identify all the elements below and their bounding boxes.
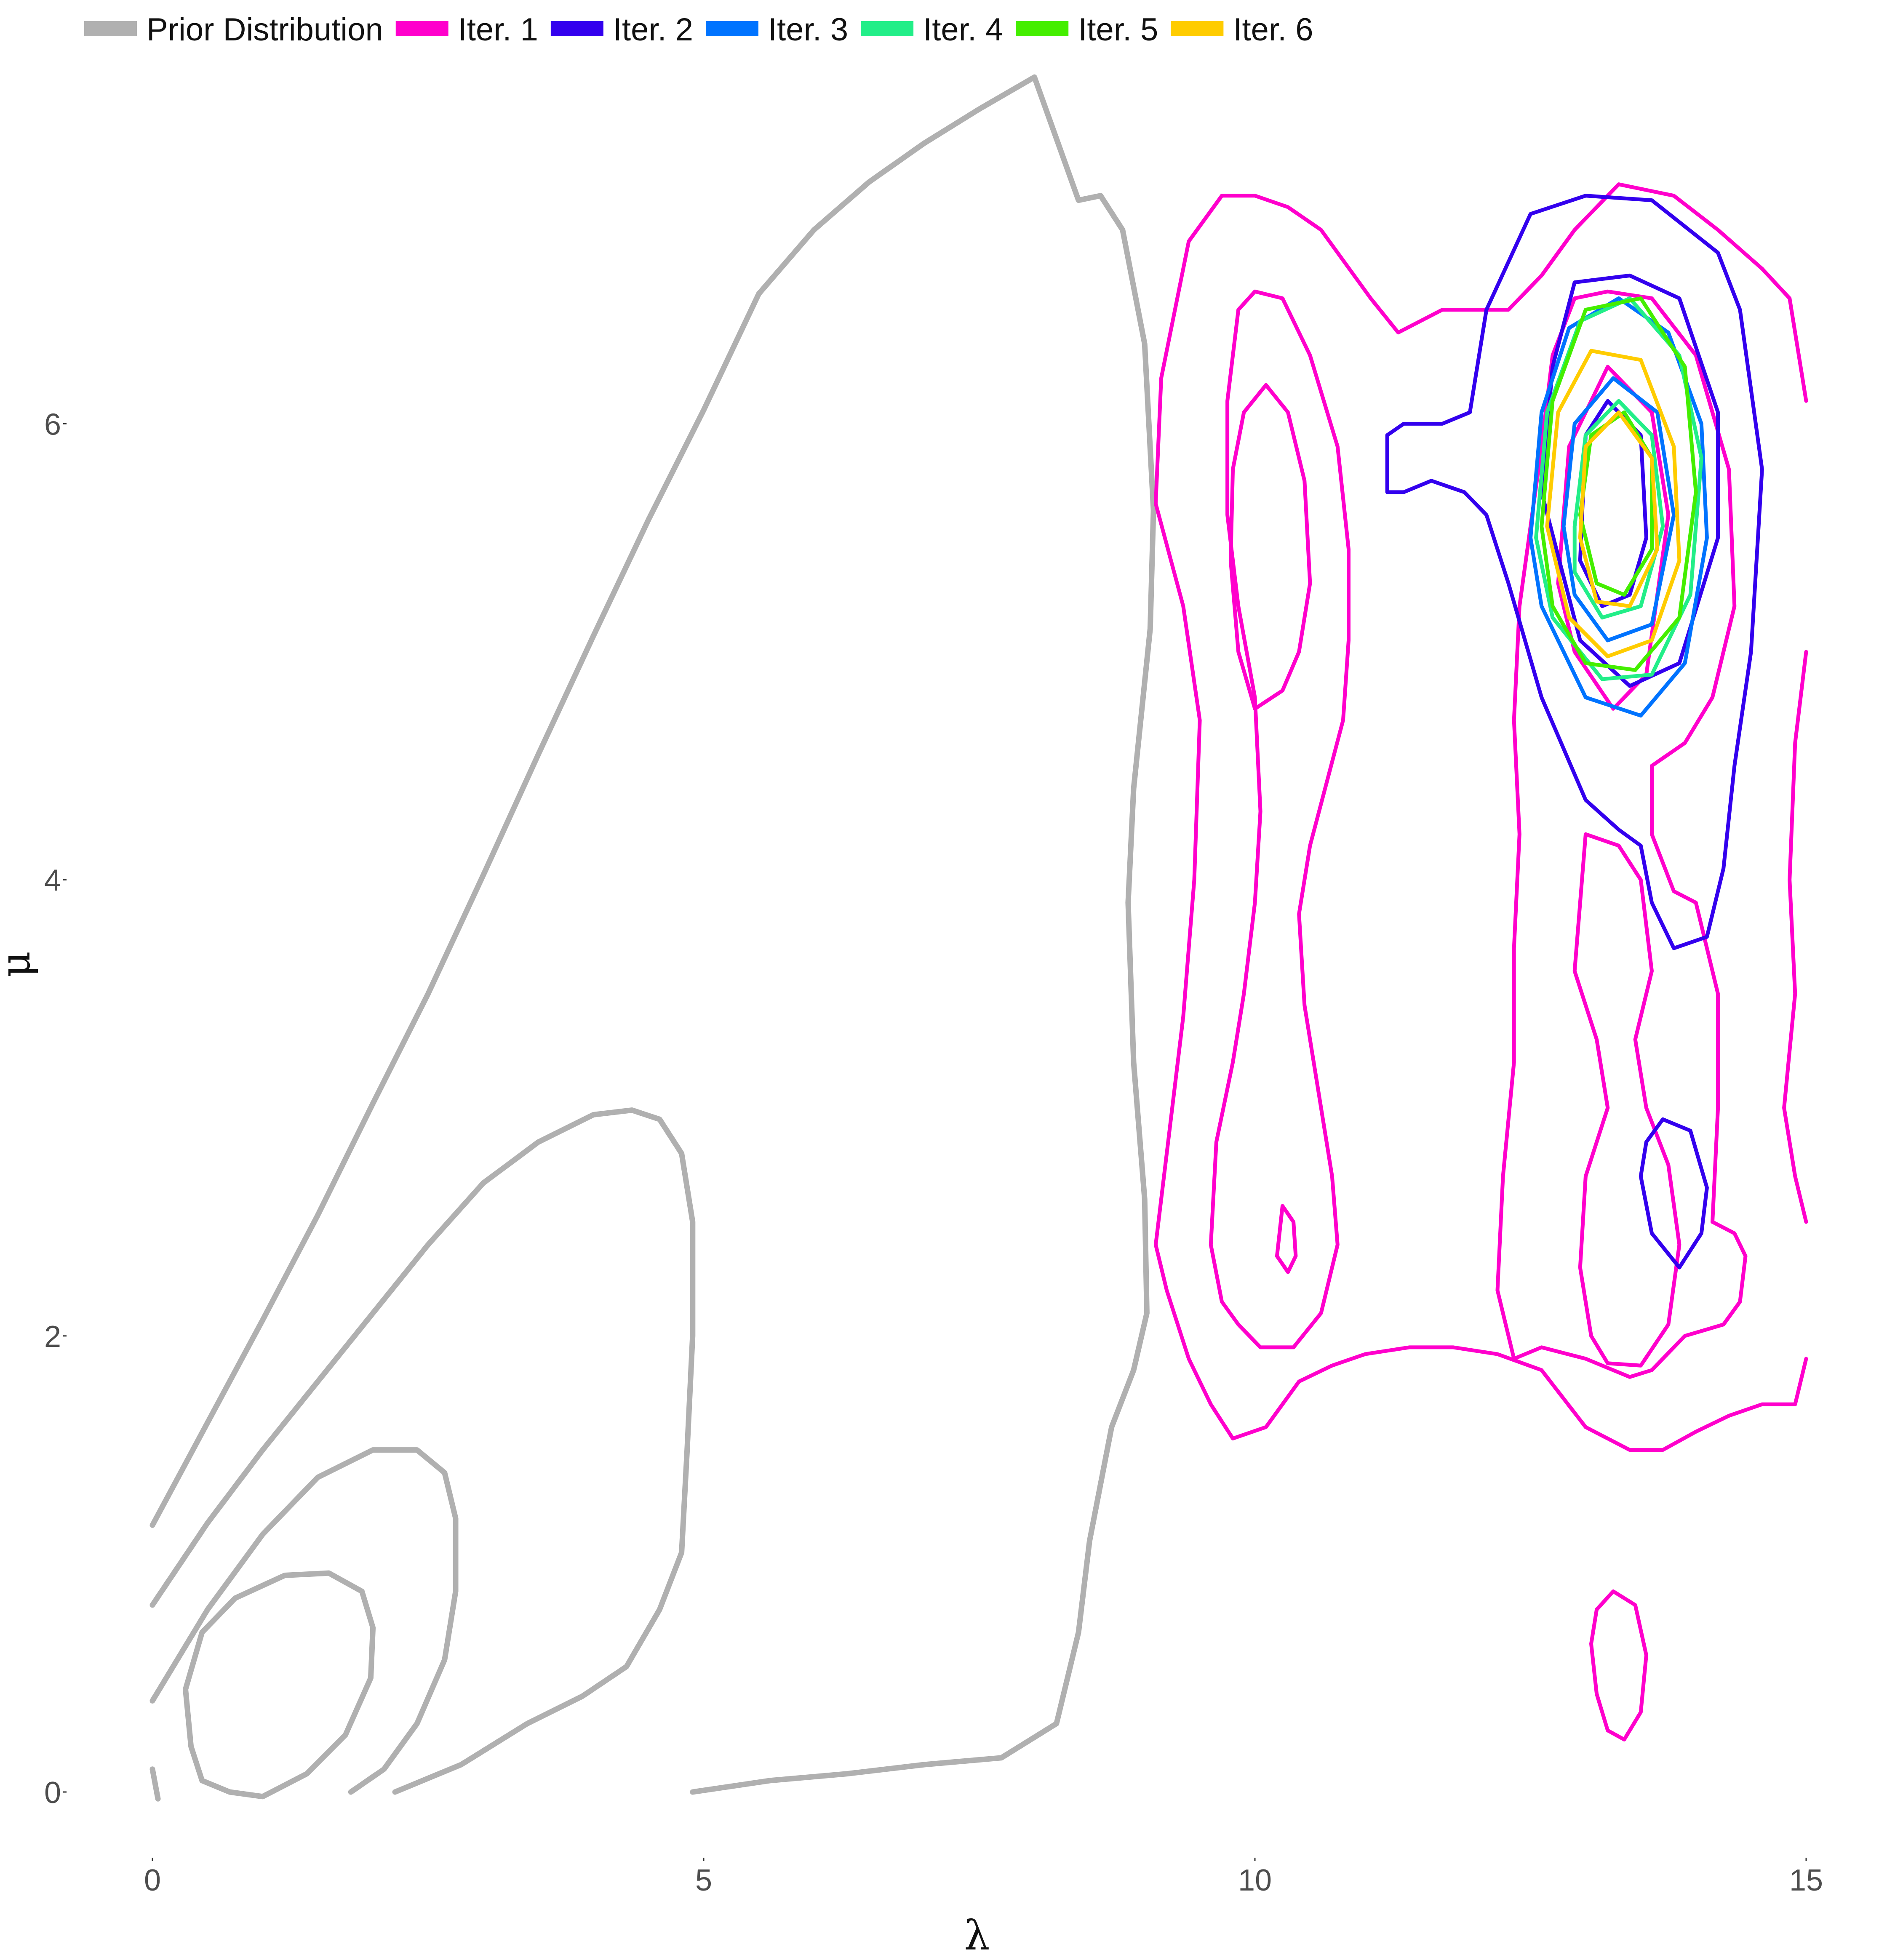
series-5: [1540, 296, 1698, 672]
contour-line: [1545, 349, 1681, 659]
legend-label: Prior Distribution: [147, 12, 383, 48]
contour-line: [1275, 1204, 1298, 1274]
legend-label: Iter. 4: [923, 12, 1003, 48]
legend-item: Iter. 5: [1016, 12, 1158, 48]
contour-line: [1572, 399, 1665, 620]
legend-label: Iter. 3: [768, 12, 848, 48]
legend: Prior Distribution Iter. 1 Iter. 2 Iter. 3 I…: [84, 12, 1313, 48]
x-tick-label: 15: [1789, 1864, 1823, 1897]
x-tick-label: 5: [695, 1864, 712, 1897]
x-axis-title: λ: [964, 1912, 990, 1958]
contour-line: [1385, 194, 1764, 950]
y-axis: 0 2 4 6: [44, 408, 67, 1810]
x-tick-label: 10: [1238, 1864, 1272, 1897]
legend-swatch: [861, 21, 914, 36]
contour-line: [149, 1766, 161, 1802]
legend-swatch: [705, 21, 758, 36]
contour-line: [1578, 410, 1654, 597]
y-tick-label: 4: [44, 864, 61, 898]
contour-line: [149, 74, 1156, 1795]
y-tick-label: 0: [44, 1776, 61, 1810]
legend-swatch: [1171, 21, 1224, 36]
contour-line: [1556, 365, 1671, 711]
contour-line: [1540, 273, 1720, 688]
series-1: [1153, 182, 1808, 1741]
y-tick-label: 6: [44, 408, 61, 441]
contour-line: [1209, 289, 1351, 1349]
legend-label: Iter. 5: [1078, 12, 1158, 48]
legend-swatch: [1016, 21, 1069, 36]
contour-line: [1561, 376, 1676, 643]
legend-swatch: [84, 21, 137, 36]
contour-line: [1153, 182, 1808, 1247]
legend-item: Prior Distribution: [84, 12, 383, 48]
contour-line: [1228, 383, 1312, 711]
legend-label: Iter. 1: [458, 12, 538, 48]
legend-swatch: [395, 21, 448, 36]
legend-item: Iter. 6: [1171, 12, 1313, 48]
series-6: [1545, 349, 1681, 659]
legend-swatch: [550, 21, 603, 36]
contour-line: [1782, 650, 1808, 1224]
legend-item: Iter. 4: [861, 12, 1003, 48]
contour-line: [1639, 1117, 1709, 1269]
plot-area: [149, 74, 1808, 1802]
legend-item: Iter. 2: [550, 12, 693, 48]
contour-line: [149, 1107, 696, 1795]
series-3: [1529, 296, 1709, 718]
y-tick-label: 2: [44, 1320, 61, 1354]
contour-line: [1529, 296, 1709, 718]
contour-line: [1153, 1243, 1808, 1452]
series-0: [149, 74, 1156, 1802]
y-axis-title: μ: [0, 951, 39, 977]
contour-line: [149, 1447, 459, 1795]
x-tick-label: 0: [144, 1864, 161, 1897]
contour-line: [1589, 1589, 1648, 1741]
legend-label: Iter. 2: [613, 12, 693, 48]
x-axis: 0 5 10 15: [144, 1858, 1823, 1897]
contour-line: [1578, 410, 1660, 608]
series-2: [1385, 194, 1764, 1269]
contour-line: [1572, 832, 1681, 1368]
legend-item: Iter. 3: [705, 12, 848, 48]
contour-line: [1540, 296, 1698, 672]
legend-label: Iter. 6: [1233, 12, 1313, 48]
contour-line: [1495, 289, 1748, 1379]
contour-line: [183, 1570, 376, 1800]
legend-item: Iter. 1: [395, 12, 538, 48]
